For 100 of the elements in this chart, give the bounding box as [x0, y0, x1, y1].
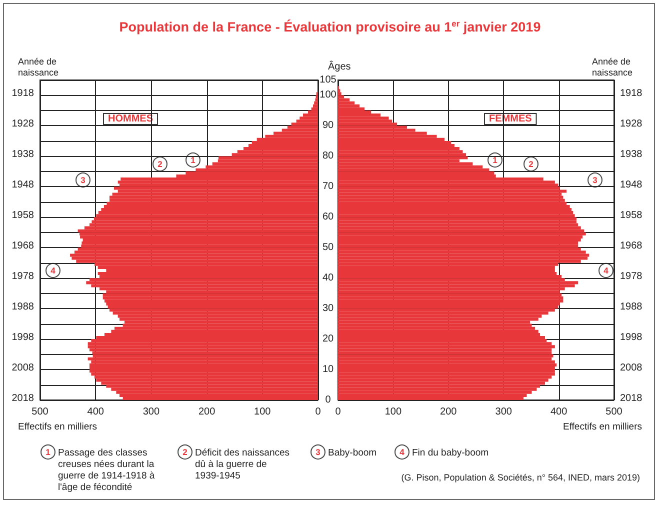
- bar: [102, 296, 318, 300]
- text: Déficit des naissances dû à la guerre de 1939-1945: [195, 447, 292, 482]
- bar: [338, 351, 552, 354]
- bar: [94, 376, 318, 379]
- x-tick-label: 500: [606, 406, 623, 418]
- bar: [118, 180, 318, 184]
- bar: [338, 378, 548, 382]
- bar: [338, 382, 545, 385]
- bar: [89, 348, 318, 352]
- bar: [312, 104, 318, 108]
- bar: [91, 360, 318, 364]
- bar: [98, 211, 318, 214]
- bar: [338, 250, 586, 254]
- bar: [338, 296, 564, 300]
- bar: [338, 326, 536, 330]
- bar: [112, 192, 318, 196]
- bar: [338, 330, 538, 333]
- bar: [338, 370, 555, 373]
- bar: [120, 318, 318, 321]
- bar: [338, 376, 552, 379]
- x-axis-title: Effectifs en milliers: [562, 422, 642, 432]
- bar: [338, 198, 565, 202]
- x-tick-label: 400: [87, 406, 104, 418]
- bar: [338, 226, 581, 230]
- y-tick-label: 2018: [12, 392, 34, 404]
- bar: [338, 220, 576, 224]
- bar: [89, 363, 318, 366]
- bar: [338, 156, 468, 160]
- bar: [104, 299, 318, 302]
- y-axis-title: Année de naissance: [18, 56, 60, 78]
- text: 1: [46, 447, 51, 457]
- y-tick-label: 1968: [620, 240, 643, 252]
- y2-tick-label: 70: [322, 181, 334, 192]
- bar: [338, 396, 524, 400]
- bar: [338, 153, 466, 156]
- bar: [338, 293, 562, 296]
- text: Passage des classes creuses nées durant la guerre de 1914-1918 à l'âge de fécondité: [58, 447, 158, 493]
- y2-tick-label: 20: [322, 334, 334, 345]
- bar: [70, 254, 318, 257]
- annotation: 4: [50, 266, 56, 276]
- bar: [110, 308, 318, 312]
- x-tick-label: 100: [254, 406, 272, 418]
- bar: [89, 370, 318, 373]
- bar: [338, 242, 578, 245]
- bar: [314, 101, 318, 104]
- x-tick-label: 300: [142, 406, 160, 418]
- bar: [300, 116, 318, 120]
- y-tick-label: 1928: [12, 118, 34, 130]
- y-tick-label: 1988: [12, 302, 34, 313]
- bar: [218, 156, 318, 160]
- bar: [338, 284, 575, 288]
- bar: [338, 232, 586, 236]
- y2-axis-title: Âges: [328, 60, 351, 72]
- bar: [311, 107, 318, 110]
- bar: [96, 214, 318, 218]
- bar: [338, 202, 567, 205]
- bar: [80, 235, 318, 238]
- text: (G. Pison, Population & Sociétés, n° 564, INED, mars 2019): [401, 472, 640, 482]
- y-tick-label: 1938: [620, 149, 643, 160]
- bar: [114, 326, 318, 330]
- annotation: 2: [158, 159, 163, 169]
- bar: [81, 244, 318, 248]
- bar: [89, 278, 318, 282]
- bar: [338, 342, 552, 346]
- annotation: 1: [492, 155, 498, 165]
- bar: [78, 229, 318, 232]
- bar: [110, 198, 318, 202]
- y-tick-label: 2018: [620, 392, 643, 404]
- bar: [88, 342, 318, 346]
- bar: [302, 114, 318, 117]
- bar: [338, 214, 575, 218]
- text: 4: [400, 447, 405, 457]
- bar: [108, 306, 318, 309]
- y-tick-label: 1978: [12, 271, 34, 282]
- bar: [79, 232, 318, 236]
- text: 3: [316, 447, 321, 457]
- bar: [92, 220, 318, 224]
- y-tick-label: 2008: [12, 362, 34, 374]
- bar: [338, 357, 552, 360]
- y-tick-label: 1918: [12, 88, 34, 100]
- y-tick-label: 1998: [12, 332, 34, 344]
- bar: [120, 178, 318, 181]
- y2-tick-label: 50: [322, 242, 334, 254]
- bar: [338, 348, 552, 352]
- y-tick-label: 1928: [620, 118, 643, 130]
- y2-tick-label: 60: [322, 212, 334, 223]
- y2-tick-label: 0: [325, 394, 332, 406]
- bar: [338, 275, 562, 278]
- x-axis-title: Effectifs en milliers: [18, 422, 98, 432]
- bar: [112, 312, 318, 315]
- y2-tick-label: 30: [322, 303, 334, 314]
- annotation: 3: [592, 175, 598, 185]
- bar: [74, 250, 318, 254]
- bar: [338, 372, 555, 376]
- text: Fin du baby-boom: [412, 447, 489, 458]
- bar: [338, 324, 532, 327]
- bar: [106, 202, 318, 205]
- bar: [338, 229, 584, 232]
- annotation: 2: [528, 159, 534, 169]
- x-tick-label: 300: [495, 406, 512, 418]
